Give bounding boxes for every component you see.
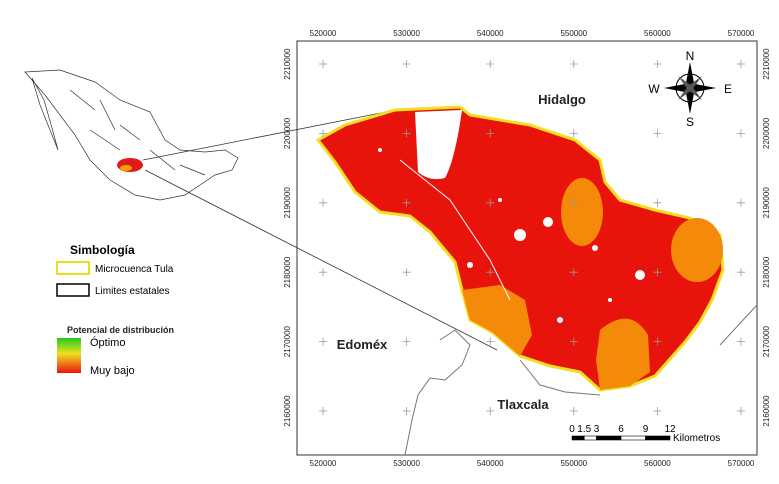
- compass-letter: E: [724, 82, 732, 96]
- compass-letter: S: [686, 115, 694, 129]
- microcuenca-tula: [315, 105, 725, 392]
- state-boundary: [404, 304, 758, 456]
- scale-label: 3: [594, 424, 600, 435]
- grid-cross: [486, 60, 495, 68]
- compass-letter: N: [686, 49, 695, 63]
- grid-cross: [319, 129, 327, 138]
- scale-segment: [571, 435, 585, 441]
- color-ramp: [57, 338, 81, 373]
- grid-cross: [653, 407, 662, 415]
- place-label: Edoméx: [337, 337, 388, 352]
- northing-label: 2180000: [283, 256, 292, 288]
- place-label: Tlaxcala: [497, 397, 549, 412]
- grid-cross: [402, 129, 411, 138]
- easting-label: 560000: [644, 29, 671, 38]
- ramp-title: Potencial de distribución: [67, 325, 174, 335]
- connector: [144, 169, 498, 351]
- grid-cross: [319, 337, 327, 346]
- grid-cross: [569, 337, 578, 346]
- easting-label: 530000: [393, 459, 420, 468]
- grid-cross: [653, 129, 662, 138]
- easting-label: 570000: [728, 29, 755, 38]
- scale-label: 1.5: [577, 424, 591, 435]
- northing-label: 2200000: [762, 117, 771, 149]
- legend-swatch: [56, 261, 90, 275]
- grid-cross: [737, 129, 745, 138]
- scale-unit: Kilometros: [673, 433, 720, 444]
- grid-cross: [319, 268, 327, 277]
- northing-label: 2170000: [762, 325, 771, 357]
- grid-cross: [737, 407, 745, 415]
- scale-segment: [583, 435, 597, 441]
- grid-cross: [737, 268, 745, 277]
- grid-cross: [319, 198, 327, 207]
- grid-cross: [486, 337, 495, 346]
- grid-cross: [319, 60, 327, 68]
- grid-cross: [402, 60, 411, 68]
- easting-label: 530000: [393, 29, 420, 38]
- ramp-low: Muy bajo: [90, 365, 135, 377]
- grid-cross: [486, 268, 495, 277]
- scale-label: 9: [643, 424, 649, 435]
- mexico-inset: [24, 69, 239, 201]
- northing-label: 2180000: [762, 256, 771, 288]
- legend-label: Microcuenca Tula: [95, 264, 174, 275]
- grid-cross: [402, 268, 411, 277]
- easting-label: 550000: [560, 29, 587, 38]
- easting-label: 570000: [728, 459, 755, 468]
- grid-cross: [737, 60, 745, 68]
- grid-cross: [486, 129, 495, 138]
- grid-cross: [653, 337, 662, 346]
- scale-label: 6: [618, 424, 624, 435]
- grid-cross: [653, 198, 662, 207]
- grid-cross: [569, 268, 578, 277]
- grid-cross: [486, 198, 495, 207]
- grid-cross: [402, 337, 411, 346]
- northing-label: 2210000: [762, 48, 771, 80]
- easting-label: 560000: [644, 459, 671, 468]
- scale-segment: [645, 435, 671, 441]
- grid-cross: [319, 407, 327, 415]
- scale-label: 12: [664, 424, 676, 435]
- easting-label: 520000: [310, 29, 337, 38]
- grid-cross: [737, 198, 745, 207]
- easting-label: 540000: [477, 459, 504, 468]
- grid-cross: [737, 337, 745, 346]
- compass: [664, 62, 716, 114]
- grid-cross: [653, 60, 662, 68]
- scale-segment: [620, 435, 646, 441]
- scale-label: 0: [569, 424, 575, 435]
- legend-swatch: [56, 283, 90, 297]
- grid-cross: [402, 407, 411, 415]
- grid-cross: [402, 198, 411, 207]
- northing-label: 2200000: [283, 117, 292, 149]
- northing-label: 2190000: [283, 187, 292, 219]
- legend-label: Limites estatales: [95, 286, 169, 297]
- northing-label: 2160000: [283, 395, 292, 427]
- easting-label: 550000: [560, 459, 587, 468]
- grid-cross: [569, 129, 578, 138]
- scale-segment: [596, 435, 622, 441]
- legend-title: Simbología: [70, 243, 135, 257]
- easting-label: 540000: [477, 29, 504, 38]
- place-label: Hidalgo: [538, 92, 586, 107]
- grid-cross: [569, 198, 578, 207]
- grid-cross: [569, 60, 578, 68]
- northing-label: 2170000: [283, 325, 292, 357]
- inset-highlight: [117, 158, 143, 172]
- compass-letter: W: [648, 82, 660, 96]
- connector: [142, 109, 397, 161]
- map-frame: [296, 40, 758, 456]
- ramp-high: Óptimo: [90, 336, 125, 349]
- grid-cross: [569, 407, 578, 415]
- northing-label: 2190000: [762, 187, 771, 219]
- northing-label: 2160000: [762, 395, 771, 427]
- grid-cross: [653, 268, 662, 277]
- grid-cross: [486, 407, 495, 415]
- easting-label: 520000: [310, 459, 337, 468]
- northing-label: 2210000: [283, 48, 292, 80]
